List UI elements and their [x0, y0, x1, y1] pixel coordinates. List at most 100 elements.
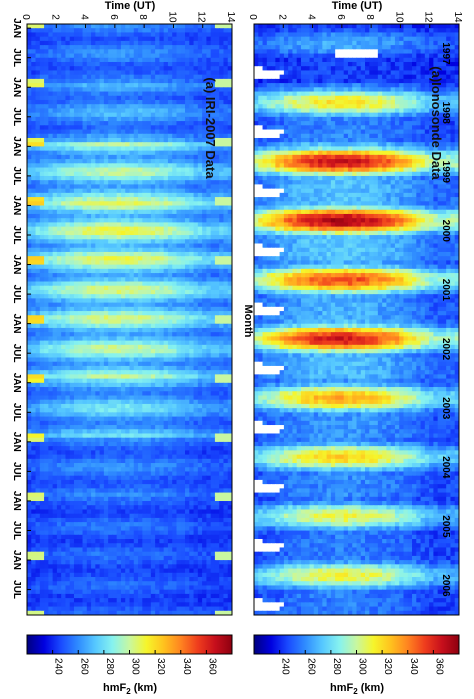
heatmap-cell — [125, 133, 131, 139]
heatmap-cell — [146, 306, 152, 312]
heatmap-cell — [82, 175, 88, 181]
heatmap-cell — [116, 370, 122, 375]
heatmap-cell — [48, 87, 54, 93]
heatmap-cell — [172, 281, 178, 287]
heatmap-cell — [116, 391, 122, 397]
heatmap-cell — [202, 285, 207, 291]
heatmap-cell — [197, 154, 203, 160]
heatmap-cell — [172, 213, 178, 219]
heatmap-cell — [52, 171, 58, 177]
heatmap-cell — [214, 57, 220, 63]
heatmap-cell — [197, 382, 203, 388]
heatmap-cell — [35, 213, 41, 219]
heatmap-cell — [176, 247, 182, 253]
heatmap-cell — [202, 433, 207, 439]
heatmap-cell — [138, 247, 143, 253]
heatmap-cell — [52, 387, 58, 392]
heatmap-cell — [61, 433, 67, 439]
heatmap-cell — [197, 188, 203, 194]
heatmap-cell — [155, 28, 160, 34]
heatmap-cell — [120, 289, 126, 295]
heatmap-cell — [180, 36, 186, 42]
heatmap-cell — [219, 61, 225, 67]
heatmap-cell — [52, 268, 58, 274]
heatmap-cell — [202, 66, 207, 72]
heatmap-cell — [206, 302, 212, 308]
heatmap-cell — [138, 458, 143, 464]
heatmap-cell — [227, 95, 232, 101]
heatmap-cell — [73, 370, 79, 375]
heatmap-cell — [193, 184, 199, 190]
heatmap-cell — [120, 395, 126, 401]
heatmap-cell — [138, 83, 143, 88]
heatmap-cell — [39, 222, 45, 228]
heatmap-cell — [61, 332, 67, 337]
heatmap-cell — [223, 188, 229, 194]
heatmap-cell — [133, 302, 139, 308]
heatmap-cell — [189, 133, 195, 139]
heatmap-cell — [112, 167, 118, 173]
heatmap-cell — [44, 298, 49, 304]
heatmap-cell — [206, 378, 212, 384]
heatmap-cell — [69, 332, 75, 337]
heatmap-cell — [167, 458, 173, 464]
heatmap-cell — [39, 374, 45, 380]
heatmap-cell — [227, 387, 232, 392]
heatmap-cell — [193, 133, 199, 139]
heatmap-cell — [223, 311, 229, 316]
heatmap-cell — [146, 412, 152, 418]
heatmap-cell — [189, 209, 195, 215]
heatmap-cell — [48, 433, 54, 439]
heatmap-cell — [150, 277, 156, 283]
heatmap-cell — [73, 281, 79, 287]
heatmap-cell — [56, 36, 62, 42]
heatmap-cell — [214, 49, 220, 55]
heatmap-cell — [69, 192, 75, 198]
heatmap-cell — [61, 184, 67, 190]
heatmap-cell — [35, 463, 41, 468]
heatmap-cell — [86, 137, 92, 143]
heatmap-cell — [219, 192, 225, 198]
heatmap-cell — [95, 175, 101, 181]
heatmap-cell — [206, 416, 212, 422]
heatmap-cell — [52, 150, 58, 156]
heatmap-cell — [180, 108, 186, 114]
heatmap-cell — [56, 441, 62, 447]
heatmap-cell — [61, 243, 67, 249]
heatmap-cell — [214, 116, 220, 122]
heatmap-cell — [197, 121, 203, 126]
heatmap-cell — [167, 87, 173, 93]
heatmap-cell — [150, 163, 156, 169]
heatmap-cell — [91, 171, 96, 177]
heatmap-cell — [99, 180, 105, 186]
heatmap-cell — [78, 66, 84, 72]
heatmap-cell — [176, 357, 182, 363]
heatmap-cell — [39, 344, 45, 350]
heatmap-cell — [65, 416, 71, 422]
heatmap-cell — [73, 361, 79, 367]
heatmap-cell — [35, 95, 41, 101]
heatmap-cell — [193, 239, 199, 245]
heatmap-cell — [159, 433, 165, 439]
heatmap-cell — [185, 180, 190, 186]
heatmap-cell — [91, 83, 96, 88]
heatmap-cell — [91, 49, 96, 55]
heatmap-cell — [206, 260, 212, 266]
heatmap-cell — [172, 108, 178, 114]
heatmap-cell — [214, 264, 220, 270]
heatmap-cell — [31, 205, 37, 211]
heatmap-cell — [146, 163, 152, 169]
heatmap-cell — [176, 28, 182, 34]
heatmap-cell — [219, 294, 225, 299]
heatmap-cell — [31, 251, 37, 257]
heatmap-cell — [56, 133, 62, 139]
heatmap-cell — [227, 108, 232, 114]
heatmap-cell — [56, 87, 62, 93]
heatmap-cell — [150, 205, 156, 211]
heatmap-cell — [86, 201, 92, 207]
heatmap-cell — [95, 95, 101, 101]
heatmap-cell — [95, 180, 101, 186]
heatmap-cell — [65, 32, 71, 38]
heatmap-cell — [108, 205, 114, 211]
heatmap-cell — [35, 429, 41, 435]
